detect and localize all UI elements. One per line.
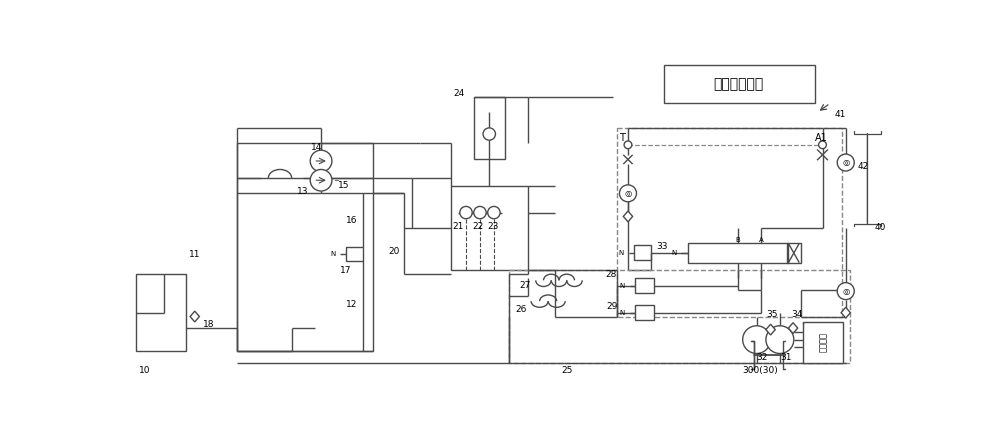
Text: 31: 31	[780, 353, 791, 362]
Text: 22: 22	[472, 222, 483, 231]
Bar	[634, 245, 651, 260]
Polygon shape	[788, 323, 798, 333]
Circle shape	[819, 141, 826, 149]
Text: 32: 32	[757, 353, 768, 362]
Bar	[346, 247, 363, 261]
Bar	[803, 322, 843, 363]
Text: N: N	[331, 251, 336, 257]
Text: 11: 11	[189, 251, 201, 259]
Circle shape	[460, 206, 472, 219]
Text: ◎: ◎	[842, 287, 849, 296]
Text: 300(30): 300(30)	[743, 366, 778, 375]
Bar	[664, 65, 815, 103]
Text: 41: 41	[835, 109, 846, 119]
Polygon shape	[190, 311, 199, 322]
Text: 20: 20	[388, 247, 400, 256]
Bar	[787, 243, 801, 262]
Circle shape	[624, 141, 632, 149]
Polygon shape	[841, 307, 850, 318]
Circle shape	[619, 185, 637, 202]
Text: 15: 15	[338, 181, 350, 190]
Circle shape	[310, 150, 332, 172]
Text: 10: 10	[139, 366, 150, 375]
Circle shape	[743, 326, 771, 354]
Text: N: N	[620, 283, 625, 289]
Polygon shape	[766, 324, 775, 335]
Text: 42: 42	[857, 162, 869, 171]
Bar	[474, 97, 505, 159]
Text: 28: 28	[606, 270, 617, 279]
Circle shape	[837, 154, 854, 171]
Text: 14: 14	[311, 142, 322, 152]
Circle shape	[766, 326, 794, 354]
Text: 35: 35	[767, 310, 778, 319]
Circle shape	[310, 170, 332, 191]
Bar	[617, 128, 842, 317]
Bar	[635, 305, 654, 321]
Text: 17: 17	[340, 266, 351, 275]
Text: 27: 27	[519, 281, 531, 290]
Bar	[136, 274, 186, 351]
Text: 34: 34	[792, 310, 803, 319]
Bar	[688, 243, 788, 262]
Text: A: A	[759, 237, 764, 243]
Text: 驱动装置: 驱动装置	[819, 332, 828, 352]
Text: 23: 23	[487, 222, 498, 231]
Text: 16: 16	[346, 216, 357, 225]
Text: 18: 18	[202, 320, 214, 329]
Text: 12: 12	[346, 301, 357, 310]
Text: 33: 33	[657, 242, 668, 251]
Text: 24: 24	[454, 89, 465, 98]
Text: 40: 40	[874, 223, 886, 232]
Text: 26: 26	[516, 305, 527, 314]
Circle shape	[488, 206, 500, 219]
Text: ◎: ◎	[842, 158, 849, 167]
Bar	[450, 186, 528, 271]
Text: 液压执行机构: 液压执行机构	[714, 77, 764, 91]
Circle shape	[474, 206, 486, 219]
Text: N: N	[620, 310, 625, 316]
Text: 25: 25	[561, 366, 573, 375]
Circle shape	[837, 283, 854, 300]
Text: A1: A1	[815, 133, 828, 143]
Text: N: N	[619, 250, 624, 256]
Text: 21: 21	[452, 222, 463, 231]
Text: B: B	[736, 237, 740, 243]
Bar	[635, 278, 654, 293]
Bar	[237, 143, 373, 351]
Circle shape	[483, 128, 495, 140]
Text: 29: 29	[606, 302, 618, 311]
Polygon shape	[623, 211, 633, 222]
Bar	[509, 271, 850, 363]
Text: T: T	[619, 133, 625, 143]
Text: N: N	[672, 250, 677, 256]
Text: ~: ~	[333, 178, 339, 184]
Text: ◎: ◎	[624, 189, 632, 198]
Text: 13: 13	[297, 187, 309, 195]
